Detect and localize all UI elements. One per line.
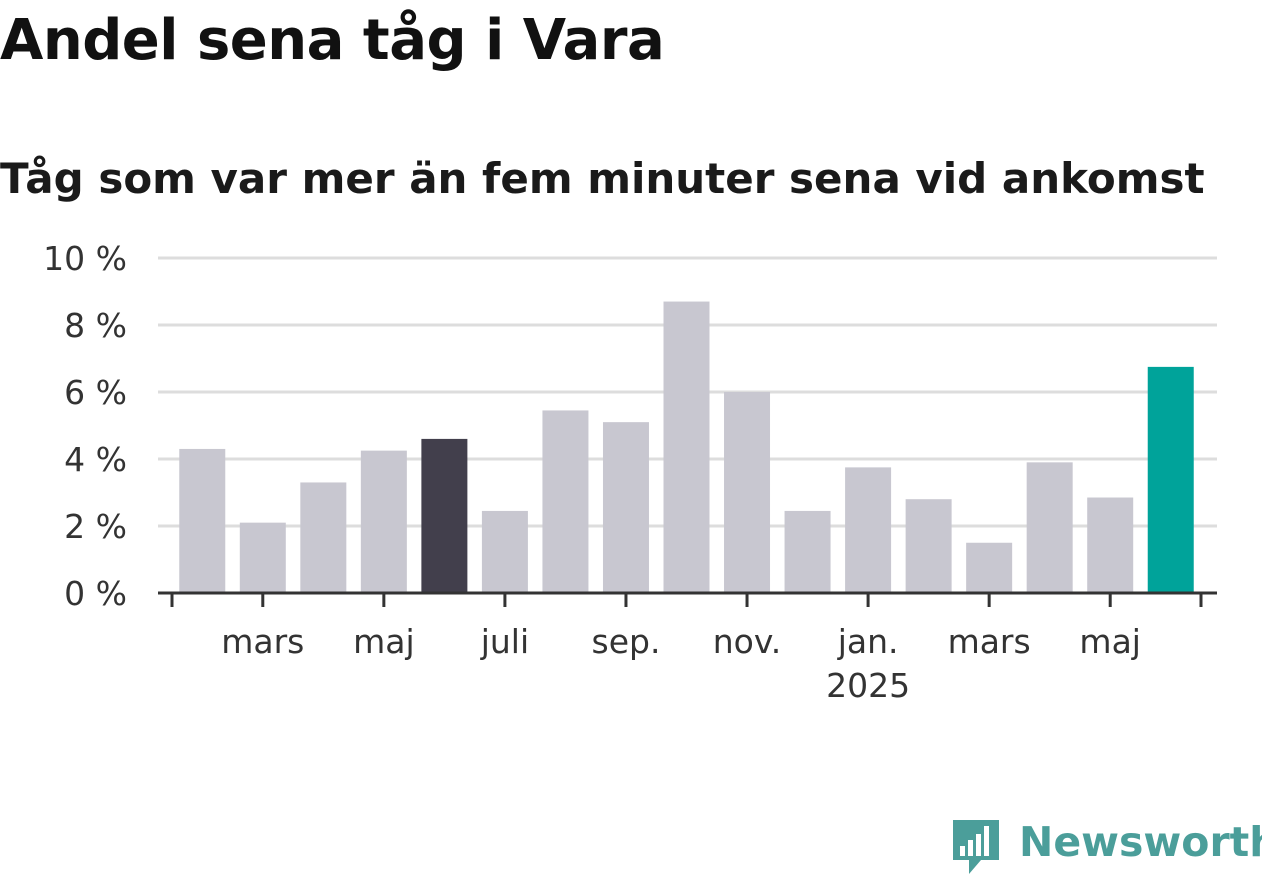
newsworthy-logo-text: Newsworthy (1019, 818, 1262, 866)
x-tick-label: mars (221, 622, 304, 661)
newsworthy-logo: Newsworthy (951, 816, 1262, 878)
x-tick-label: maj (1079, 622, 1141, 661)
bar (663, 301, 710, 593)
y-tick-label: 8 % (64, 306, 127, 345)
chart-title: Andel sena tåg i Vara (0, 8, 665, 73)
y-tick-label: 0 % (64, 574, 127, 613)
bar (1087, 497, 1134, 593)
newsworthy-logo-icon (953, 820, 999, 874)
bar (481, 510, 528, 593)
bar (300, 482, 347, 593)
bar (179, 448, 226, 593)
chart-subtitle: Tåg som var mer än fem minuter sena vid … (0, 154, 1205, 203)
x-tick-label: juli (480, 622, 529, 661)
y-tick-label: 10 % (43, 239, 127, 278)
x-tick-sublabel: 2025 (826, 666, 910, 705)
bar (421, 438, 468, 593)
x-tick-label: mars (948, 622, 1031, 661)
x-tick-label: sep. (592, 622, 661, 661)
bar (845, 467, 892, 593)
bars (179, 301, 1194, 593)
bar (724, 392, 771, 593)
x-tick-label: nov. (713, 622, 782, 661)
bar (1147, 366, 1194, 593)
x-tick-label: maj (353, 622, 415, 661)
bar (1026, 462, 1073, 593)
bar (542, 410, 589, 593)
y-tick-label: 2 % (64, 507, 127, 546)
y-axis-labels: 0 % 2 % 4 % 6 % 8 % 10 % (43, 239, 127, 613)
bar (239, 522, 286, 593)
bar (602, 422, 649, 593)
x-tick-label: jan. (837, 622, 899, 661)
bar (784, 510, 831, 593)
y-tick-label: 4 % (64, 440, 127, 479)
bar (360, 450, 407, 593)
bar (966, 542, 1013, 593)
y-tick-label: 6 % (64, 373, 127, 412)
bar (905, 499, 952, 593)
x-axis: mars maj juli sep. nov. jan. 2025 mars maj (158, 591, 1217, 705)
